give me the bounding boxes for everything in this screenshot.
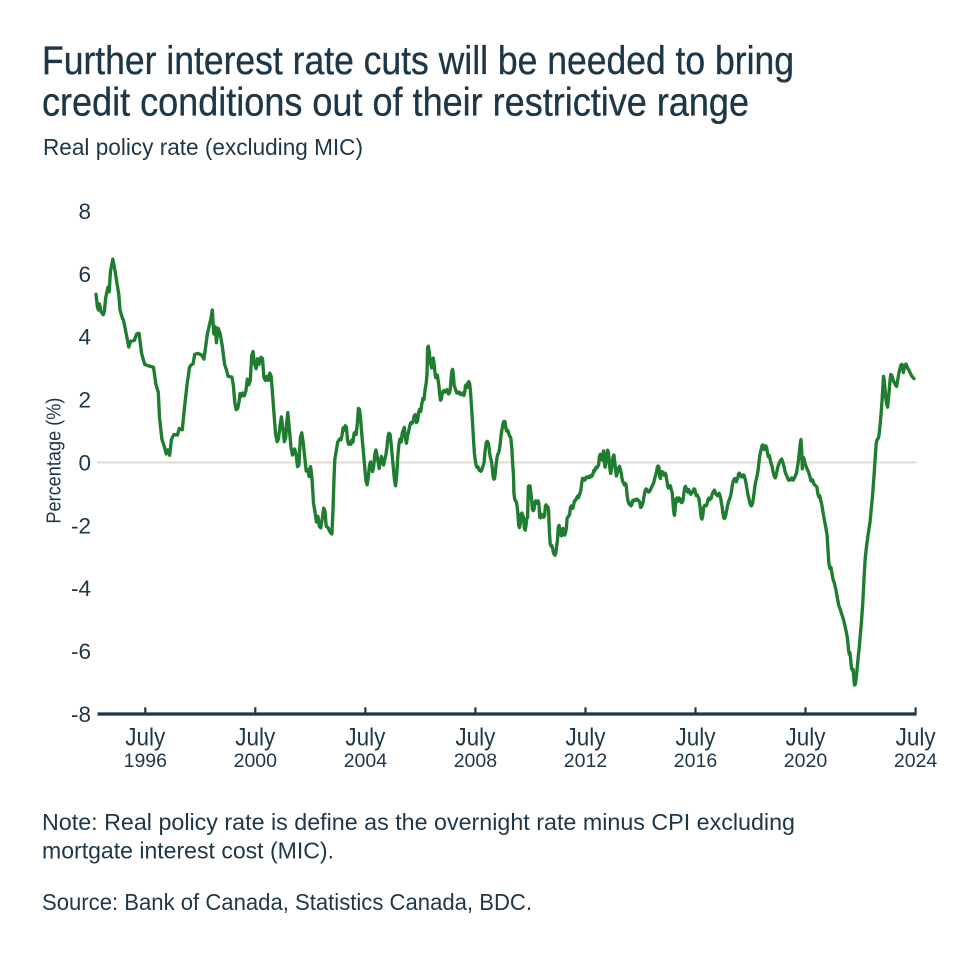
svg-text:6: 6	[78, 262, 91, 287]
svg-text:2: 2	[78, 388, 91, 413]
svg-text:4: 4	[78, 325, 91, 350]
svg-text:2020: 2020	[784, 750, 828, 772]
svg-text:1996: 1996	[124, 750, 167, 772]
svg-text:8: 8	[78, 199, 91, 224]
svg-text:July: July	[786, 724, 826, 752]
svg-text:0: 0	[78, 450, 91, 475]
svg-text:July: July	[345, 724, 385, 752]
svg-text:-8: -8	[71, 702, 91, 727]
svg-text:July: July	[455, 724, 495, 752]
svg-text:-6: -6	[71, 639, 91, 664]
svg-text:July: July	[566, 724, 606, 752]
svg-text:2000: 2000	[234, 750, 278, 772]
svg-text:credit conditions out of their: credit conditions out of their restricti…	[42, 81, 749, 125]
svg-text:Further interest rate cuts wil: Further interest rate cuts will be neede…	[42, 39, 794, 83]
svg-text:mortgate interest cost (MIC).: mortgate interest cost (MIC).	[42, 837, 334, 863]
svg-text:July: July	[235, 724, 275, 752]
svg-text:2024: 2024	[894, 750, 938, 772]
svg-text:Real policy rate (excluding MI: Real policy rate (excluding MIC)	[43, 134, 363, 160]
svg-text:July: July	[676, 724, 716, 752]
svg-text:2008: 2008	[454, 750, 497, 772]
svg-text:July: July	[896, 724, 936, 752]
svg-text:July: July	[125, 724, 165, 752]
svg-text:2012: 2012	[564, 750, 607, 772]
svg-text:Note: Real policy rate is defi: Note: Real policy rate is define as the …	[42, 809, 795, 835]
svg-text:-4: -4	[71, 576, 91, 601]
svg-text:Percentage (%): Percentage (%)	[43, 398, 66, 524]
svg-text:-2: -2	[71, 513, 91, 538]
svg-text:Source: Bank of Canada, Statis: Source: Bank of Canada, Statistics Canad…	[42, 889, 532, 915]
svg-text:2004: 2004	[344, 750, 388, 772]
svg-text:2016: 2016	[674, 750, 717, 772]
